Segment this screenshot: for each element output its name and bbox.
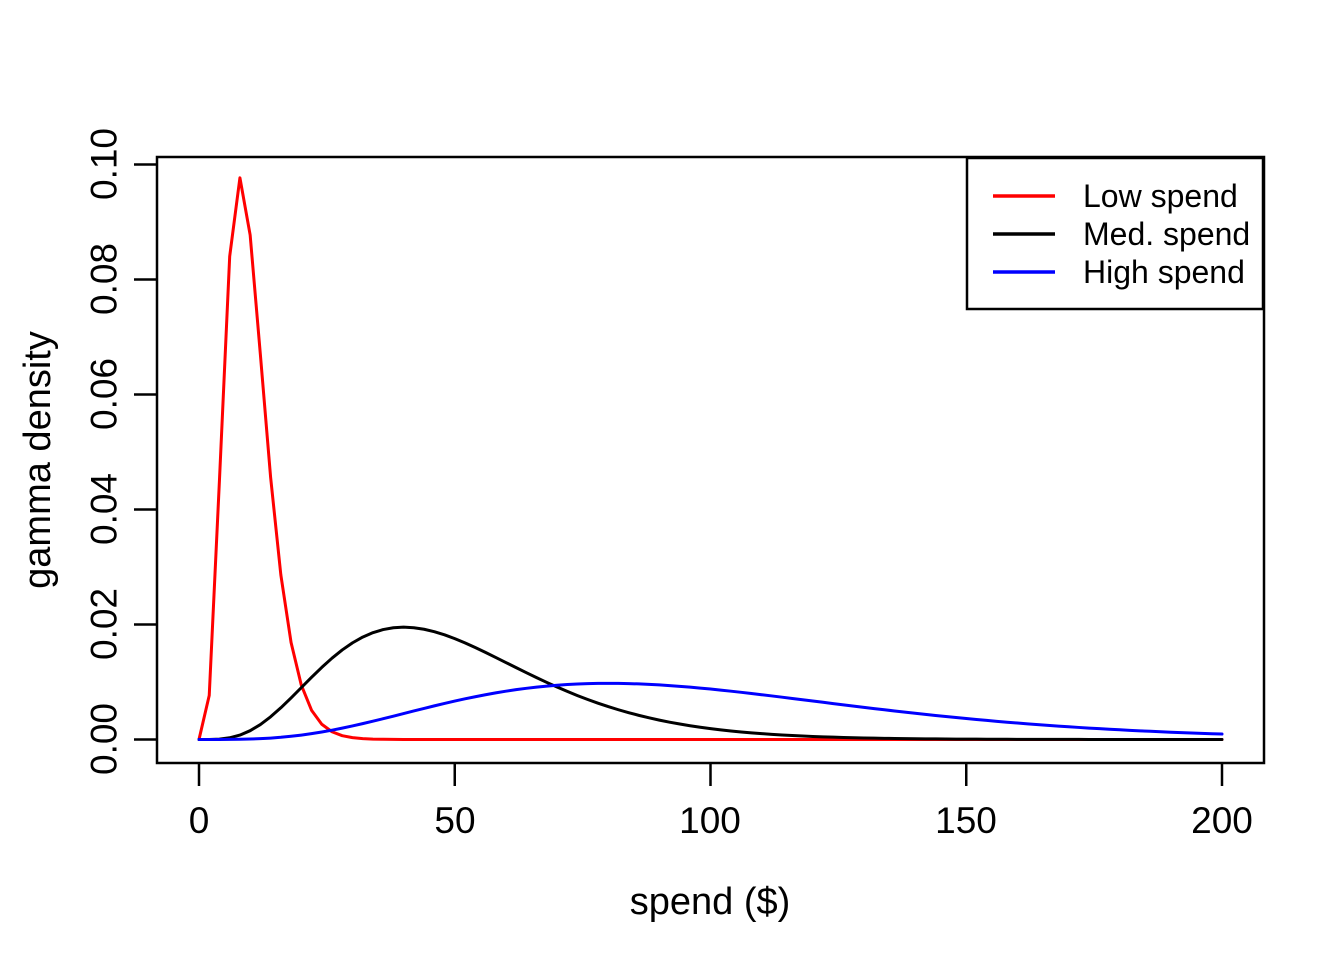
y-tick-label-0.10: 0.10 (83, 127, 125, 201)
y-tick-label-0.04: 0.04 (83, 472, 125, 546)
y-axis-title: gamma density (17, 331, 59, 589)
legend-label-med-spend: Med. spend (1083, 216, 1251, 252)
curve-high-spend (197, 681, 1224, 741)
x-tick-label-150: 150 (935, 800, 997, 841)
x-tick-label-200: 200 (1191, 800, 1253, 841)
y-tick-label-0.06: 0.06 (83, 357, 125, 431)
y-tick-label-0.02: 0.02 (83, 587, 125, 661)
x-tick-label-100: 100 (679, 800, 741, 841)
legend-label-high-spend: High spend (1083, 254, 1245, 290)
x-tick-label-50: 50 (434, 800, 476, 841)
x-tick-label-0: 0 (188, 800, 210, 841)
curve-med-spend (197, 625, 1224, 741)
y-tick-label-0.08: 0.08 (83, 242, 125, 316)
legend-label-low-spend: Low spend (1083, 178, 1238, 214)
x-axis-title: spend ($) (629, 881, 791, 923)
y-tick-label-0.00: 0.00 (83, 702, 125, 776)
